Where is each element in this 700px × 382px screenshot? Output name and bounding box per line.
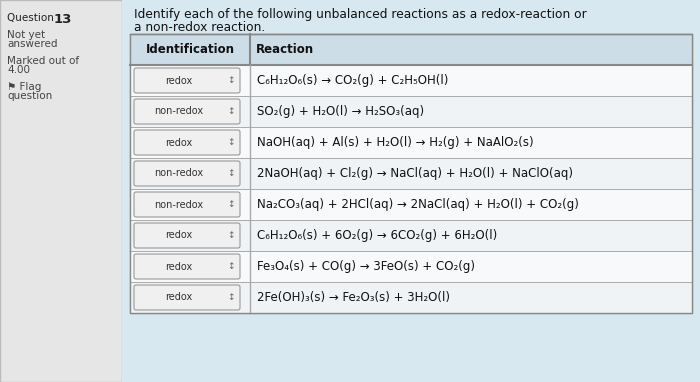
Text: a non-redox reaction.: a non-redox reaction. bbox=[134, 21, 265, 34]
Text: Marked out of: Marked out of bbox=[7, 56, 79, 66]
Bar bbox=[130, 34, 692, 65]
Text: NaOH(aq) + Al(s) + H₂O(l) → H₂(g) + NaAlO₂(s): NaOH(aq) + Al(s) + H₂O(l) → H₂(g) + NaAl… bbox=[257, 136, 533, 149]
Bar bbox=[130, 65, 692, 96]
FancyBboxPatch shape bbox=[134, 192, 240, 217]
Text: Identification: Identification bbox=[146, 43, 234, 56]
FancyBboxPatch shape bbox=[134, 68, 240, 93]
Text: ↕: ↕ bbox=[228, 76, 235, 85]
Text: non-redox: non-redox bbox=[154, 199, 204, 209]
Text: 2Fe(OH)₃(s) → Fe₂O₃(s) + 3H₂O(l): 2Fe(OH)₃(s) → Fe₂O₃(s) + 3H₂O(l) bbox=[257, 291, 450, 304]
Bar bbox=[130, 251, 692, 282]
Text: ↕: ↕ bbox=[228, 293, 235, 302]
Text: SO₂(g) + H₂O(l) → H₂SO₃(aq): SO₂(g) + H₂O(l) → H₂SO₃(aq) bbox=[257, 105, 424, 118]
FancyBboxPatch shape bbox=[134, 223, 240, 248]
Text: Identify each of the following unbalanced reactions as a redox-reaction or: Identify each of the following unbalance… bbox=[134, 8, 587, 21]
Text: redox: redox bbox=[165, 230, 192, 241]
FancyBboxPatch shape bbox=[134, 254, 240, 279]
Text: redox: redox bbox=[165, 262, 192, 272]
Bar bbox=[130, 158, 692, 189]
Text: ↕: ↕ bbox=[228, 262, 235, 271]
Text: question: question bbox=[7, 91, 52, 101]
Text: ⚑ Flag: ⚑ Flag bbox=[7, 82, 41, 92]
Text: 13: 13 bbox=[54, 13, 72, 26]
Text: Question: Question bbox=[7, 13, 57, 23]
Text: ↕: ↕ bbox=[228, 138, 235, 147]
Bar bbox=[122, 0, 700, 382]
Bar bbox=[130, 220, 692, 251]
FancyBboxPatch shape bbox=[134, 99, 240, 124]
Text: non-redox: non-redox bbox=[154, 168, 204, 178]
Bar bbox=[130, 127, 692, 158]
Text: 2NaOH(aq) + Cl₂(g) → NaCl(aq) + H₂O(l) + NaClO(aq): 2NaOH(aq) + Cl₂(g) → NaCl(aq) + H₂O(l) +… bbox=[257, 167, 573, 180]
Text: Not yet: Not yet bbox=[7, 30, 45, 40]
Bar bbox=[130, 189, 692, 220]
Text: ↕: ↕ bbox=[228, 169, 235, 178]
Bar bbox=[130, 96, 692, 127]
Text: Reaction: Reaction bbox=[256, 43, 314, 56]
FancyBboxPatch shape bbox=[134, 161, 240, 186]
Text: C₆H₁₂O₆(s) → CO₂(g) + C₂H₅OH(l): C₆H₁₂O₆(s) → CO₂(g) + C₂H₅OH(l) bbox=[257, 74, 449, 87]
Text: ↕: ↕ bbox=[228, 200, 235, 209]
Text: ↕: ↕ bbox=[228, 107, 235, 116]
FancyBboxPatch shape bbox=[134, 285, 240, 310]
Text: non-redox: non-redox bbox=[154, 107, 204, 117]
Text: C₆H₁₂O₆(s) + 6O₂(g) → 6CO₂(g) + 6H₂O(l): C₆H₁₂O₆(s) + 6O₂(g) → 6CO₂(g) + 6H₂O(l) bbox=[257, 229, 497, 242]
FancyBboxPatch shape bbox=[134, 130, 240, 155]
Text: redox: redox bbox=[165, 293, 192, 303]
Bar bbox=[130, 34, 692, 313]
Text: redox: redox bbox=[165, 138, 192, 147]
Text: 4.00: 4.00 bbox=[7, 65, 30, 75]
Text: answered: answered bbox=[7, 39, 57, 49]
Bar bbox=[130, 34, 692, 313]
Text: redox: redox bbox=[165, 76, 192, 86]
Bar bbox=[130, 282, 692, 313]
Text: ↕: ↕ bbox=[228, 231, 235, 240]
Text: Na₂CO₃(aq) + 2HCl(aq) → 2NaCl(aq) + H₂O(l) + CO₂(g): Na₂CO₃(aq) + 2HCl(aq) → 2NaCl(aq) + H₂O(… bbox=[257, 198, 579, 211]
Text: Fe₃O₄(s) + CO(g) → 3FeO(s) + CO₂(g): Fe₃O₄(s) + CO(g) → 3FeO(s) + CO₂(g) bbox=[257, 260, 475, 273]
Bar bbox=[0, 0, 122, 382]
